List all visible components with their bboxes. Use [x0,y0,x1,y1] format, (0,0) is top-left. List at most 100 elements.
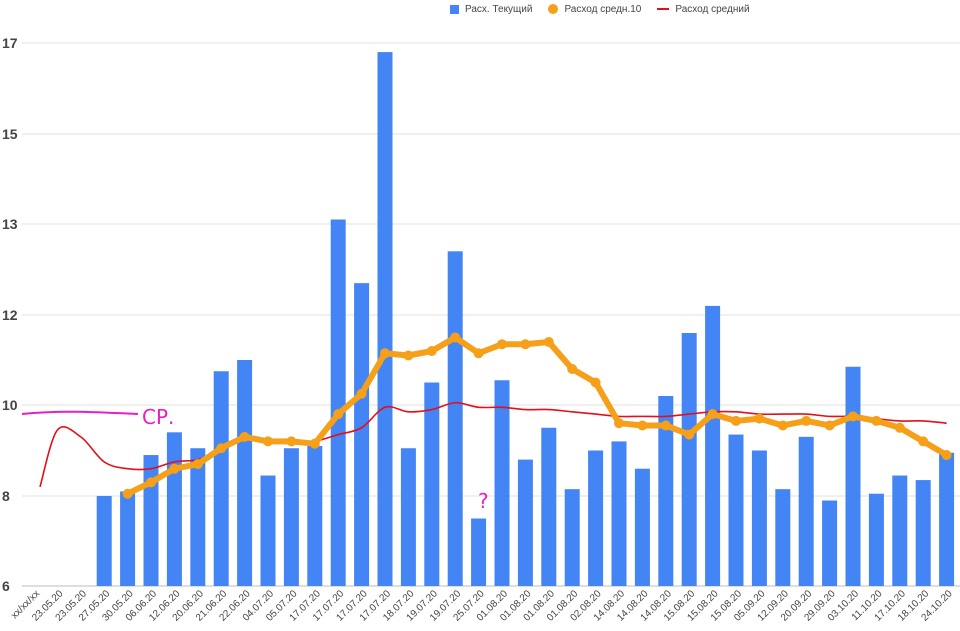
legend-label-current: Расх. Текущий [465,3,533,15]
bar[interactable] [517,459,533,586]
legend-swatch-current [450,4,459,14]
data-point[interactable] [497,339,507,350]
bar[interactable] [845,366,861,586]
bar[interactable] [354,283,370,586]
legend-swatch-avg [657,8,670,10]
bar[interactable] [400,448,416,586]
legend-label-avg: Расход средний [675,3,750,15]
data-point[interactable] [918,436,929,447]
bar[interactable] [705,305,721,586]
data-point[interactable] [333,409,344,420]
bar[interactable] [611,441,627,586]
bar[interactable] [377,52,393,587]
data-point[interactable] [520,339,531,350]
data-point[interactable] [801,415,812,426]
bar[interactable] [588,450,604,587]
bar[interactable] [775,489,791,586]
bar[interactable] [564,489,580,586]
legend-item-avg10[interactable]: Расход средн.10 [548,4,641,15]
data-point[interactable] [941,450,952,461]
data-point[interactable] [824,420,835,431]
y-tick-label: 15 [2,126,18,142]
data-point[interactable] [684,429,695,440]
data-point[interactable] [871,415,882,426]
bar[interactable] [541,427,557,586]
data-point[interactable] [403,350,414,361]
data-point[interactable] [122,488,133,499]
data-point[interactable] [848,411,858,422]
bar[interactable] [190,448,206,586]
data-point[interactable] [239,431,250,442]
bar[interactable] [447,251,463,587]
data-point[interactable] [894,422,905,433]
bar[interactable] [915,480,931,586]
annotation-line-mark [21,410,139,415]
bar[interactable] [260,475,276,586]
bar[interactable] [494,380,510,586]
data-point[interactable] [590,377,601,388]
legend: Расх. Текущий Расход средн.10 Расход сре… [450,0,750,18]
bar[interactable] [681,333,697,586]
bar[interactable] [798,436,814,586]
y-tick-label: 8 [2,488,10,504]
bar[interactable] [213,371,229,586]
data-point[interactable] [543,337,554,347]
bar[interactable] [307,445,323,586]
bar[interactable] [868,493,884,586]
bar[interactable] [237,360,253,586]
y-tick-label: 17 [2,35,18,51]
bar[interactable] [892,475,908,586]
bar[interactable] [120,491,136,586]
data-point[interactable] [450,332,461,343]
bar[interactable] [166,432,182,586]
average-line [39,401,947,488]
bar[interactable] [96,496,112,586]
bar[interactable] [634,468,650,586]
bar[interactable] [471,518,487,587]
bar[interactable] [330,219,346,587]
data-point[interactable] [567,364,578,374]
bar[interactable] [658,396,674,586]
data-point[interactable] [356,388,367,399]
data-point[interactable] [637,420,648,431]
y-tick-label: 6 [2,578,10,594]
data-point[interactable] [614,418,624,429]
series-line-average [39,401,947,488]
data-point[interactable] [754,413,765,424]
bar[interactable] [939,452,955,586]
bar[interactable] [751,450,767,587]
bar[interactable] [143,455,159,586]
data-point[interactable] [286,436,297,447]
average10-line [122,332,952,499]
x-axis: xx/xx/xx23.05.2023.05.2027.05.2030.05.20… [9,588,955,624]
data-point[interactable] [146,477,156,488]
legend-swatch-avg10 [548,4,559,14]
data-point[interactable] [380,348,390,359]
data-point[interactable] [660,420,671,431]
y-tick-label: 13 [2,216,18,232]
data-point[interactable] [473,348,484,359]
data-point[interactable] [309,438,320,449]
bar[interactable] [424,382,440,587]
data-point[interactable] [777,420,788,431]
legend-item-current[interactable]: Расх. Текущий [450,4,532,15]
data-point[interactable] [169,463,180,474]
data-point[interactable] [426,346,437,356]
data-point[interactable] [192,459,203,470]
legend-label-avg10: Расход средн.10 [564,3,642,15]
bar[interactable] [822,500,838,587]
y-axis: 6 8 10 12 13 15 17 [2,35,18,594]
bar[interactable] [728,434,744,586]
legend-item-avg[interactable]: Расход средний [657,3,750,15]
bar[interactable] [283,448,299,586]
grid [22,42,960,587]
data-point[interactable] [263,436,273,447]
bar-series [96,52,955,587]
data-point[interactable] [216,443,227,454]
data-point[interactable] [731,415,741,426]
data-point[interactable] [707,409,718,420]
y-tick-label: 12 [2,307,18,323]
annotation-question-mark: ? [478,489,489,513]
